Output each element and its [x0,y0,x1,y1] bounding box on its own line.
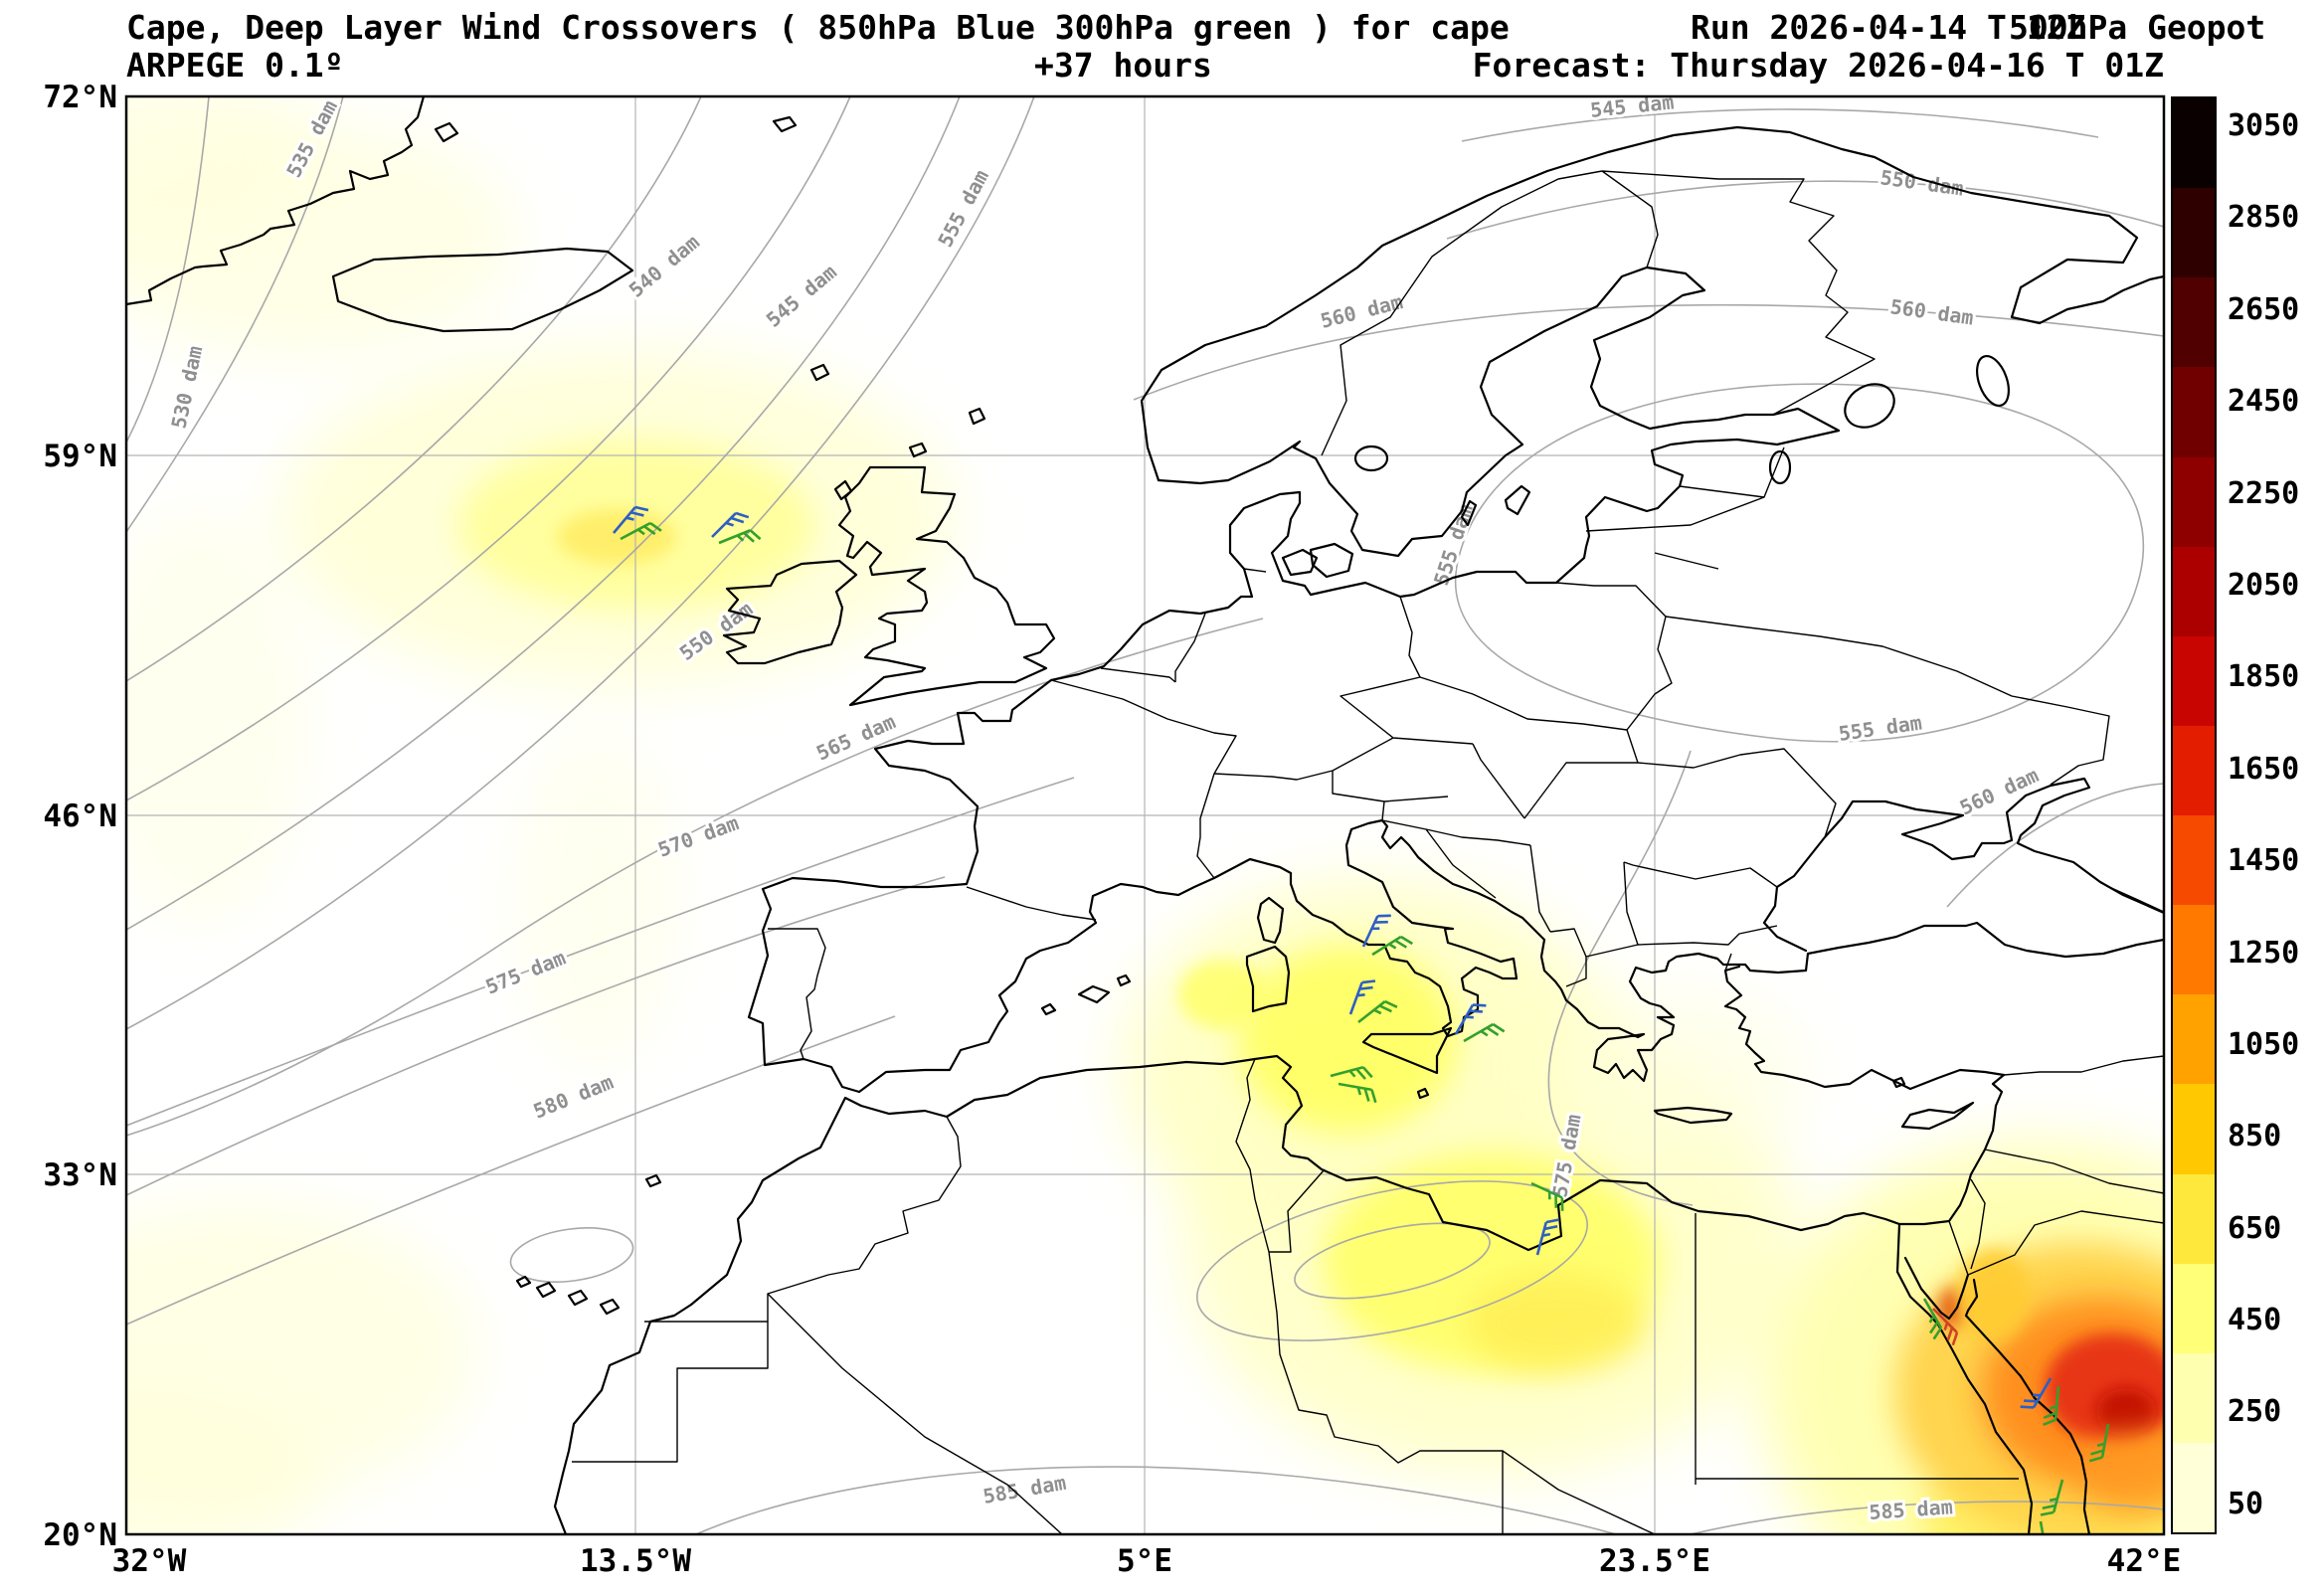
contour-label: 555 dam [1837,710,1923,745]
colorbar [2171,96,2217,1534]
lon-tick-label: 13.5°W [580,1543,691,1579]
colorbar-tick-label: 2850 [2228,200,2300,236]
run-label: Run 2026-04-14 T 12Z [1691,8,2086,47]
colorbar-tick-label: 1250 [2228,935,2300,971]
lead-time-label: +37 hours [1034,46,1212,85]
contour-label: 540 dam [625,230,704,302]
colorbar-tick-label: 650 [2228,1210,2282,1246]
colorbar-segment [2173,1084,2215,1174]
colorbar-segment [2173,1173,2215,1264]
forecast-label: Forecast: Thursday 2026-04-16 T 01Z [1472,46,2164,85]
colorbar-tick-label: 2050 [2228,567,2300,603]
contour-label: 550 dam [1878,165,1965,200]
colorbar-segment [2173,1263,2215,1353]
colorbar-tick-label: 2650 [2228,291,2300,327]
colorbar-segment [2173,277,2215,368]
contour-label: 560 dam [1888,294,1975,329]
lon-tick-label: 42°E [2106,1543,2182,1579]
colorbar-tick-label: 2450 [2228,384,2300,420]
colorbar-tick-label: 850 [2228,1119,2282,1154]
contour-label: 545 dam [1589,89,1675,122]
cape-shading-layer [126,96,2164,1534]
colorbar-segment [2173,1352,2215,1443]
geopot-label: 500hPa Geopot [2009,8,2266,47]
colorbar-segment [2173,994,2215,1085]
lat-tick-label: 20°N [43,1517,117,1553]
model-label: ARPEGE 0.1º [126,46,344,85]
lat-tick-label: 33°N [43,1157,117,1193]
colorbar-tick-label: 2250 [2228,475,2300,511]
colorbar-segment [2173,635,2215,726]
colorbar-segment [2173,725,2215,815]
lat-tick-label: 72°N [43,80,117,115]
colorbar-segment [2173,905,2215,995]
lon-tick-label: 5°E [1117,1543,1172,1579]
contour-label: 555 dam [1429,501,1478,589]
lat-tick-label: 59°N [43,439,117,474]
border-layer [572,170,2164,1534]
lon-tick-label: 23.5°E [1599,1543,1710,1579]
contour-label: 585 dam [982,1471,1068,1508]
contour-label: 580 dam [530,1070,617,1124]
contour-label: 560 dam [1318,289,1405,333]
colorbar-tick-label: 3050 [2228,108,2300,143]
colorbar-segment [2173,546,2215,636]
colorbar-tick-label: 1050 [2228,1026,2300,1062]
colorbar-tick-label: 250 [2228,1394,2282,1430]
colorbar-tick-label: 1450 [2228,843,2300,879]
lat-tick-label: 46°N [43,798,117,834]
colorbar-segment [2173,1442,2215,1532]
colorbar-ticks: 3050 2850 2650 2450 2250 2050 1850 1650 1450 1250… [2228,111,2299,1519]
contour-label: 530 dam [166,344,207,431]
grid-layer [126,96,2164,1534]
contour-label: 545 dam [762,260,841,332]
colorbar-tick-label: 50 [2228,1486,2264,1521]
colorbar-tick-label: 450 [2228,1303,2282,1338]
contour-label: 555 dam [933,166,993,252]
lon-tick-label: 32°W [111,1543,187,1579]
colorbar-segment [2173,367,2215,457]
contour-label: 560 dam [1956,763,2043,819]
map-frame [124,94,2166,1536]
colorbar-segment [2173,815,2215,906]
coastline-layer [126,96,2164,1534]
colorbar-tick-label: 1650 [2228,751,2300,787]
colorbar-segment [2173,98,2215,189]
colorbar-segment [2173,456,2215,547]
page-title: Cape, Deep Layer Wind Crossovers ( 850hP… [126,8,1510,47]
colorbar-tick-label: 1850 [2228,659,2300,695]
contour-label: 565 dam [812,709,899,765]
colorbar-scale [2173,98,2215,1532]
colorbar-segment [2173,188,2215,278]
